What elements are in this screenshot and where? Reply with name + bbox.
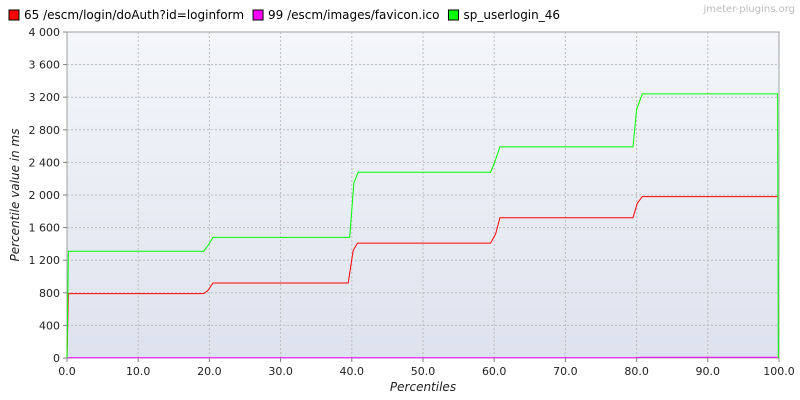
- y-tick-label: 400: [39, 319, 60, 332]
- x-tick-label: 0.0: [58, 365, 76, 378]
- legend: 65 /escm/login/doAuth?id=loginform 99 /es…: [8, 8, 560, 22]
- x-tick-label: 30.0: [268, 365, 293, 378]
- x-tick-label: 10.0: [126, 365, 151, 378]
- y-tick-label: 3 200: [29, 91, 61, 104]
- x-axis-title: Percentiles: [390, 380, 456, 394]
- series-line-1: [66, 196, 778, 359]
- y-tick-label: 800: [39, 287, 60, 300]
- y-tick-label: 2 800: [29, 124, 61, 137]
- legend-label-3: sp_userlogin_46: [463, 8, 560, 22]
- y-tick-label: 4 000: [29, 26, 61, 39]
- x-tick-label: 80.0: [624, 365, 649, 378]
- y-tick-label: 3 600: [29, 59, 61, 72]
- legend-swatch-3: [447, 9, 459, 21]
- legend-swatch-1: [8, 9, 20, 21]
- x-tick-label: 100.0: [763, 365, 795, 378]
- y-tick-label: 1 600: [29, 222, 61, 235]
- y-tick-label: 2 000: [29, 189, 61, 202]
- y-tick-label: 1 200: [29, 254, 61, 267]
- legend-label-2: 99 /escm/images/favicon.ico: [268, 8, 439, 22]
- legend-label-1: 65 /escm/login/doAuth?id=loginform: [24, 8, 244, 22]
- x-tick-label: 60.0: [482, 365, 507, 378]
- grid-lines: [67, 32, 779, 358]
- y-axis-ticks: 0 400 800 1 200 1 600 2 000 2 400 2 800 3 200 3 6…: [29, 26, 67, 365]
- x-tick-label: 50.0: [411, 365, 436, 378]
- x-tick-label: 40.0: [340, 365, 365, 378]
- series-lines: [66, 93, 779, 359]
- y-tick-label: 0: [53, 352, 60, 365]
- x-axis-ticks: 0.0 10.0 20.0 30.0 40.0 50.0 60.0 70.0 80.0 90.0 1…: [58, 358, 795, 378]
- x-tick-label: 90.0: [696, 365, 721, 378]
- y-tick-label: 2 400: [29, 156, 61, 169]
- series-line-3: [66, 93, 779, 359]
- watermark: jmeter-plugins.org: [702, 4, 795, 15]
- y-axis-title: Percentile value in ms: [8, 129, 22, 262]
- legend-swatch-2: [252, 9, 264, 21]
- x-tick-label: 70.0: [553, 365, 578, 378]
- series-line-2: [67, 356, 778, 359]
- x-tick-label: 20.0: [197, 365, 222, 378]
